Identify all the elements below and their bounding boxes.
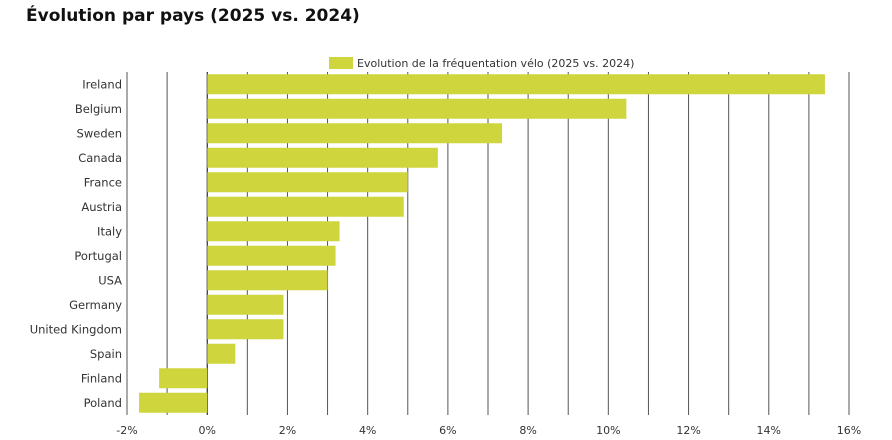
x-tick-label: 8%	[519, 424, 536, 437]
category-label: United Kingdom	[30, 322, 122, 336]
category-label: Italy	[97, 224, 122, 238]
category-label: Canada	[78, 151, 122, 165]
category-label: Sweden	[77, 126, 122, 140]
bar-italy	[207, 221, 340, 242]
bar-austria	[207, 196, 404, 217]
x-tick-label: 0%	[198, 424, 215, 437]
category-label: USA	[98, 273, 122, 287]
category-label: Poland	[84, 396, 122, 410]
bar-germany	[207, 294, 284, 315]
bar-ireland	[207, 74, 825, 95]
bar-canada	[207, 147, 438, 168]
category-label: Ireland	[82, 77, 122, 91]
chart-title: Évolution par pays (2025 vs. 2024)	[26, 6, 360, 26]
x-tick-label: 14%	[757, 424, 781, 437]
bar-usa	[207, 270, 328, 291]
x-tick-label: 10%	[596, 424, 620, 437]
x-tick-label: -2%	[116, 424, 137, 437]
category-label: Portugal	[74, 249, 122, 263]
bar-sweden	[207, 123, 503, 144]
category-label: Belgium	[75, 102, 122, 116]
bar-belgium	[207, 98, 627, 119]
bar-france	[207, 172, 408, 193]
category-label: Austria	[81, 200, 122, 214]
x-tick-label: 12%	[676, 424, 700, 437]
bar-poland	[139, 392, 208, 413]
bar-finland	[159, 368, 208, 389]
category-label: Germany	[69, 298, 122, 312]
x-tick-label: 16%	[837, 424, 861, 437]
x-tick-label: 2%	[279, 424, 296, 437]
legend-label: Evolution de la fréquentation vélo (2025…	[357, 57, 634, 70]
bar-united-kingdom	[207, 319, 284, 340]
x-tick-label: 4%	[359, 424, 376, 437]
bar-portugal	[207, 245, 336, 266]
bar-spain	[207, 343, 236, 364]
legend-swatch	[329, 57, 353, 69]
category-label: Spain	[90, 347, 122, 361]
category-label: Finland	[81, 371, 122, 385]
x-tick-label: 6%	[439, 424, 456, 437]
category-label: France	[84, 175, 122, 189]
